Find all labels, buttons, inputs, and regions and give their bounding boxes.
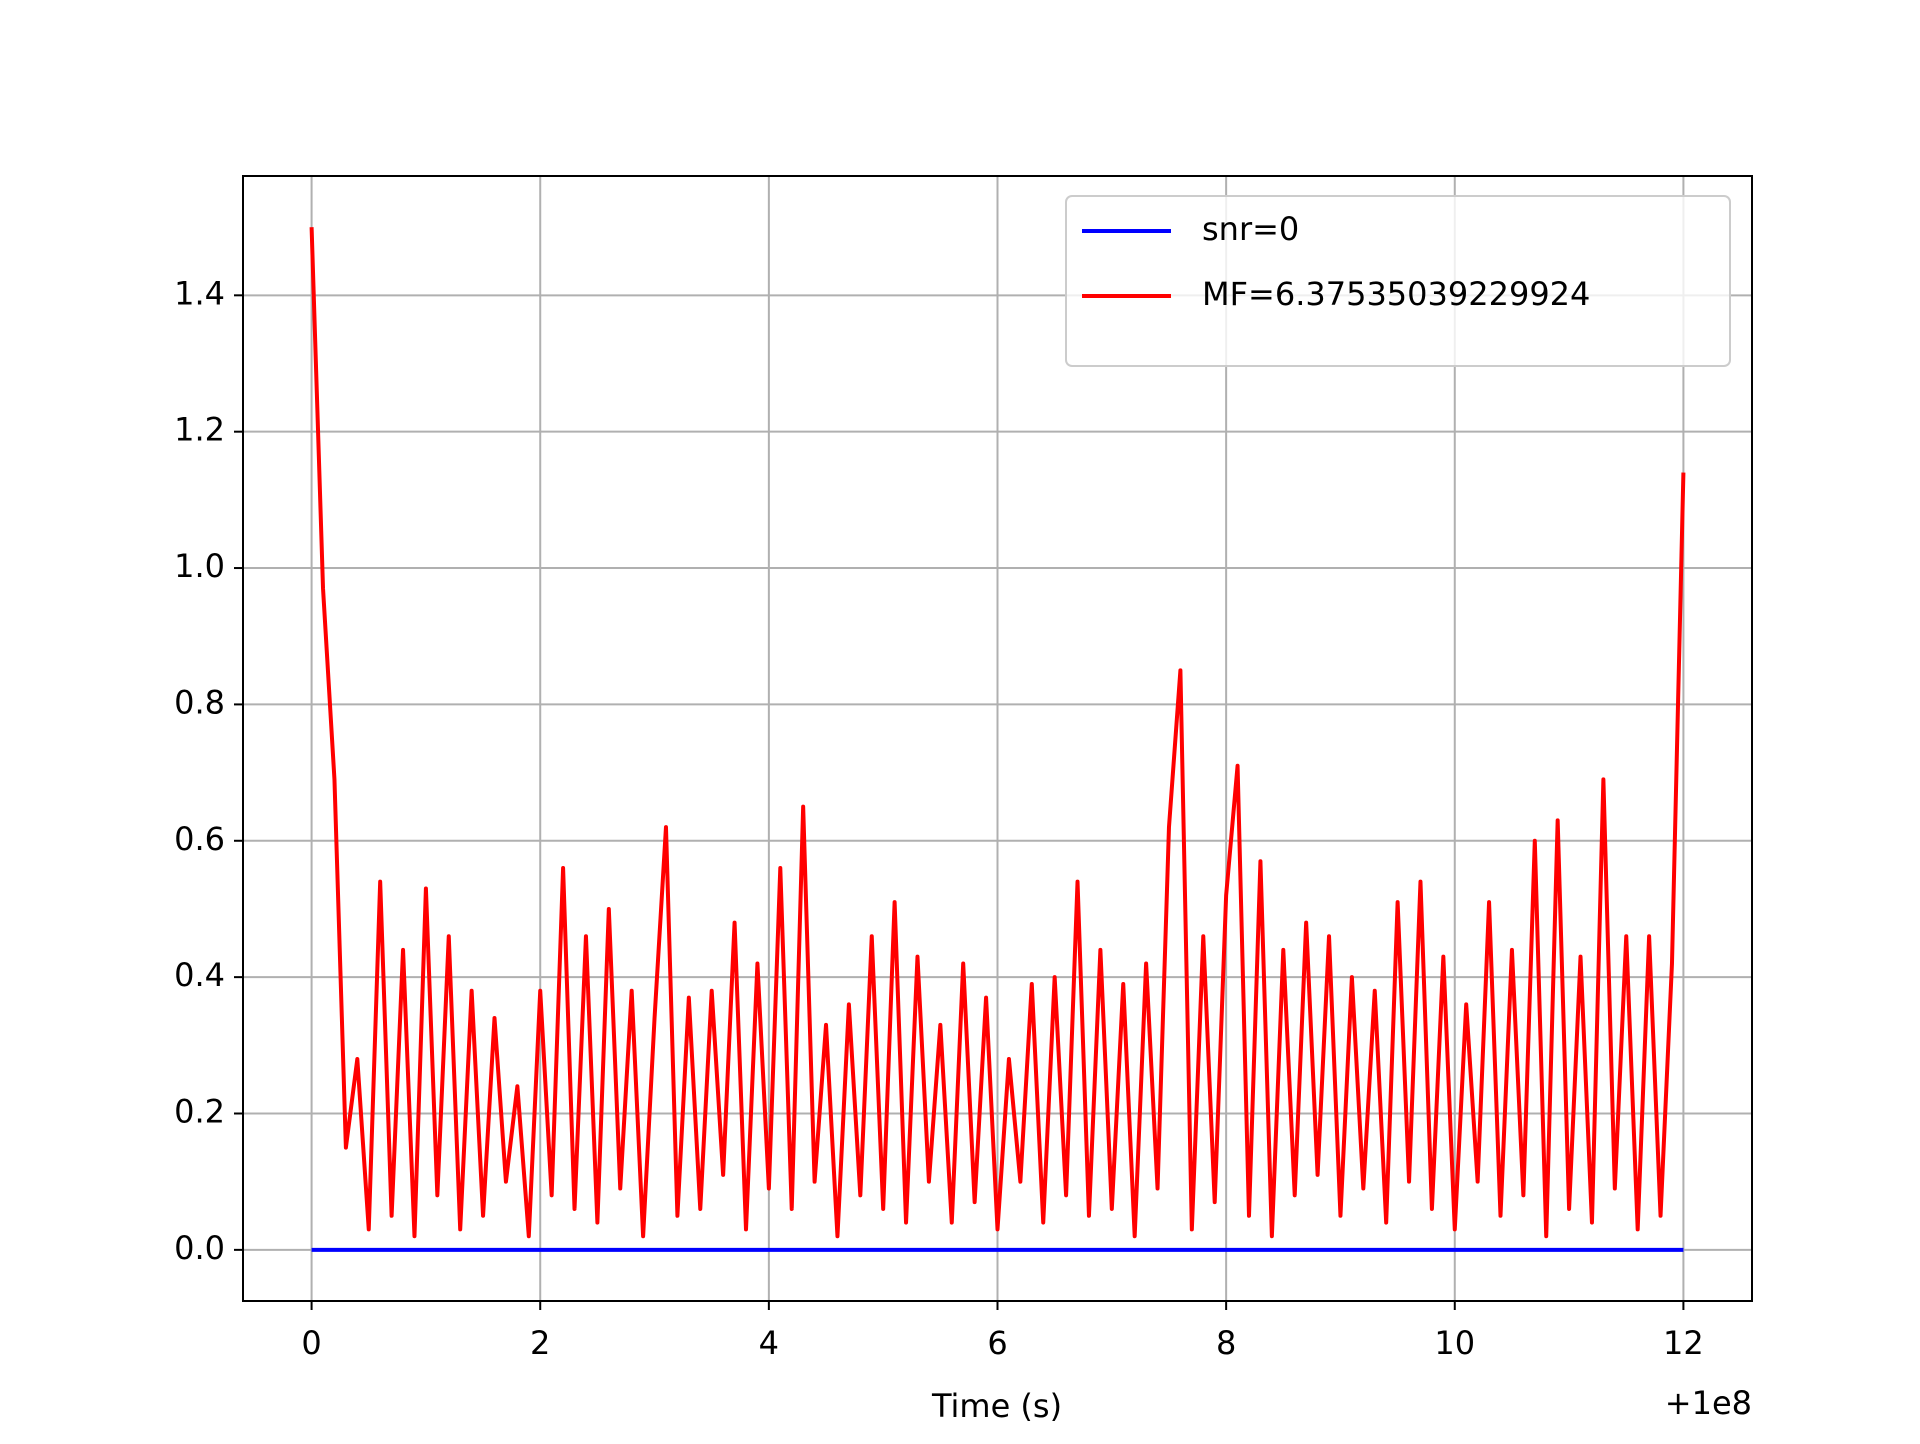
y-tick-label: 0.8 (174, 683, 225, 721)
y-tick-label: 1.2 (174, 411, 225, 449)
data-line (309, 227, 1686, 1239)
x-tick-label: 4 (759, 1324, 779, 1362)
x-tick-label: 2 (530, 1324, 550, 1362)
x-offset-label: +1e8 (1665, 1384, 1752, 1422)
y-tick-label: 0.6 (174, 820, 225, 858)
legend-label: snr=0 (1202, 210, 1299, 248)
y-tick-label: 1.0 (174, 547, 225, 585)
plot-area (309, 227, 1686, 1252)
x-tick-label: 6 (987, 1324, 1007, 1362)
y-tick-label: 0.2 (174, 1093, 225, 1131)
x-tick-label: 0 (301, 1324, 321, 1362)
y-tick-label: 1.4 (174, 274, 225, 312)
x-tick-label: 10 (1434, 1324, 1475, 1362)
y-tick-label: 0.4 (174, 956, 225, 994)
x-tick-label: 8 (1216, 1324, 1236, 1362)
x-axis-label: Time (s) (931, 1387, 1062, 1425)
legend-label: MF=6.37535039229924 (1202, 275, 1590, 313)
legend: snr=0 MF=6.37535039229924 (1065, 195, 1731, 367)
y-tick-label: 0.0 (174, 1229, 225, 1267)
legend-box (1065, 195, 1731, 367)
axes: 0 2 4 6 8 10 12 0.0 0.2 0.4 0.6 0.8 1.0 1.2 1.4 (174, 274, 1704, 1362)
x-tick-label: 12 (1663, 1324, 1704, 1362)
